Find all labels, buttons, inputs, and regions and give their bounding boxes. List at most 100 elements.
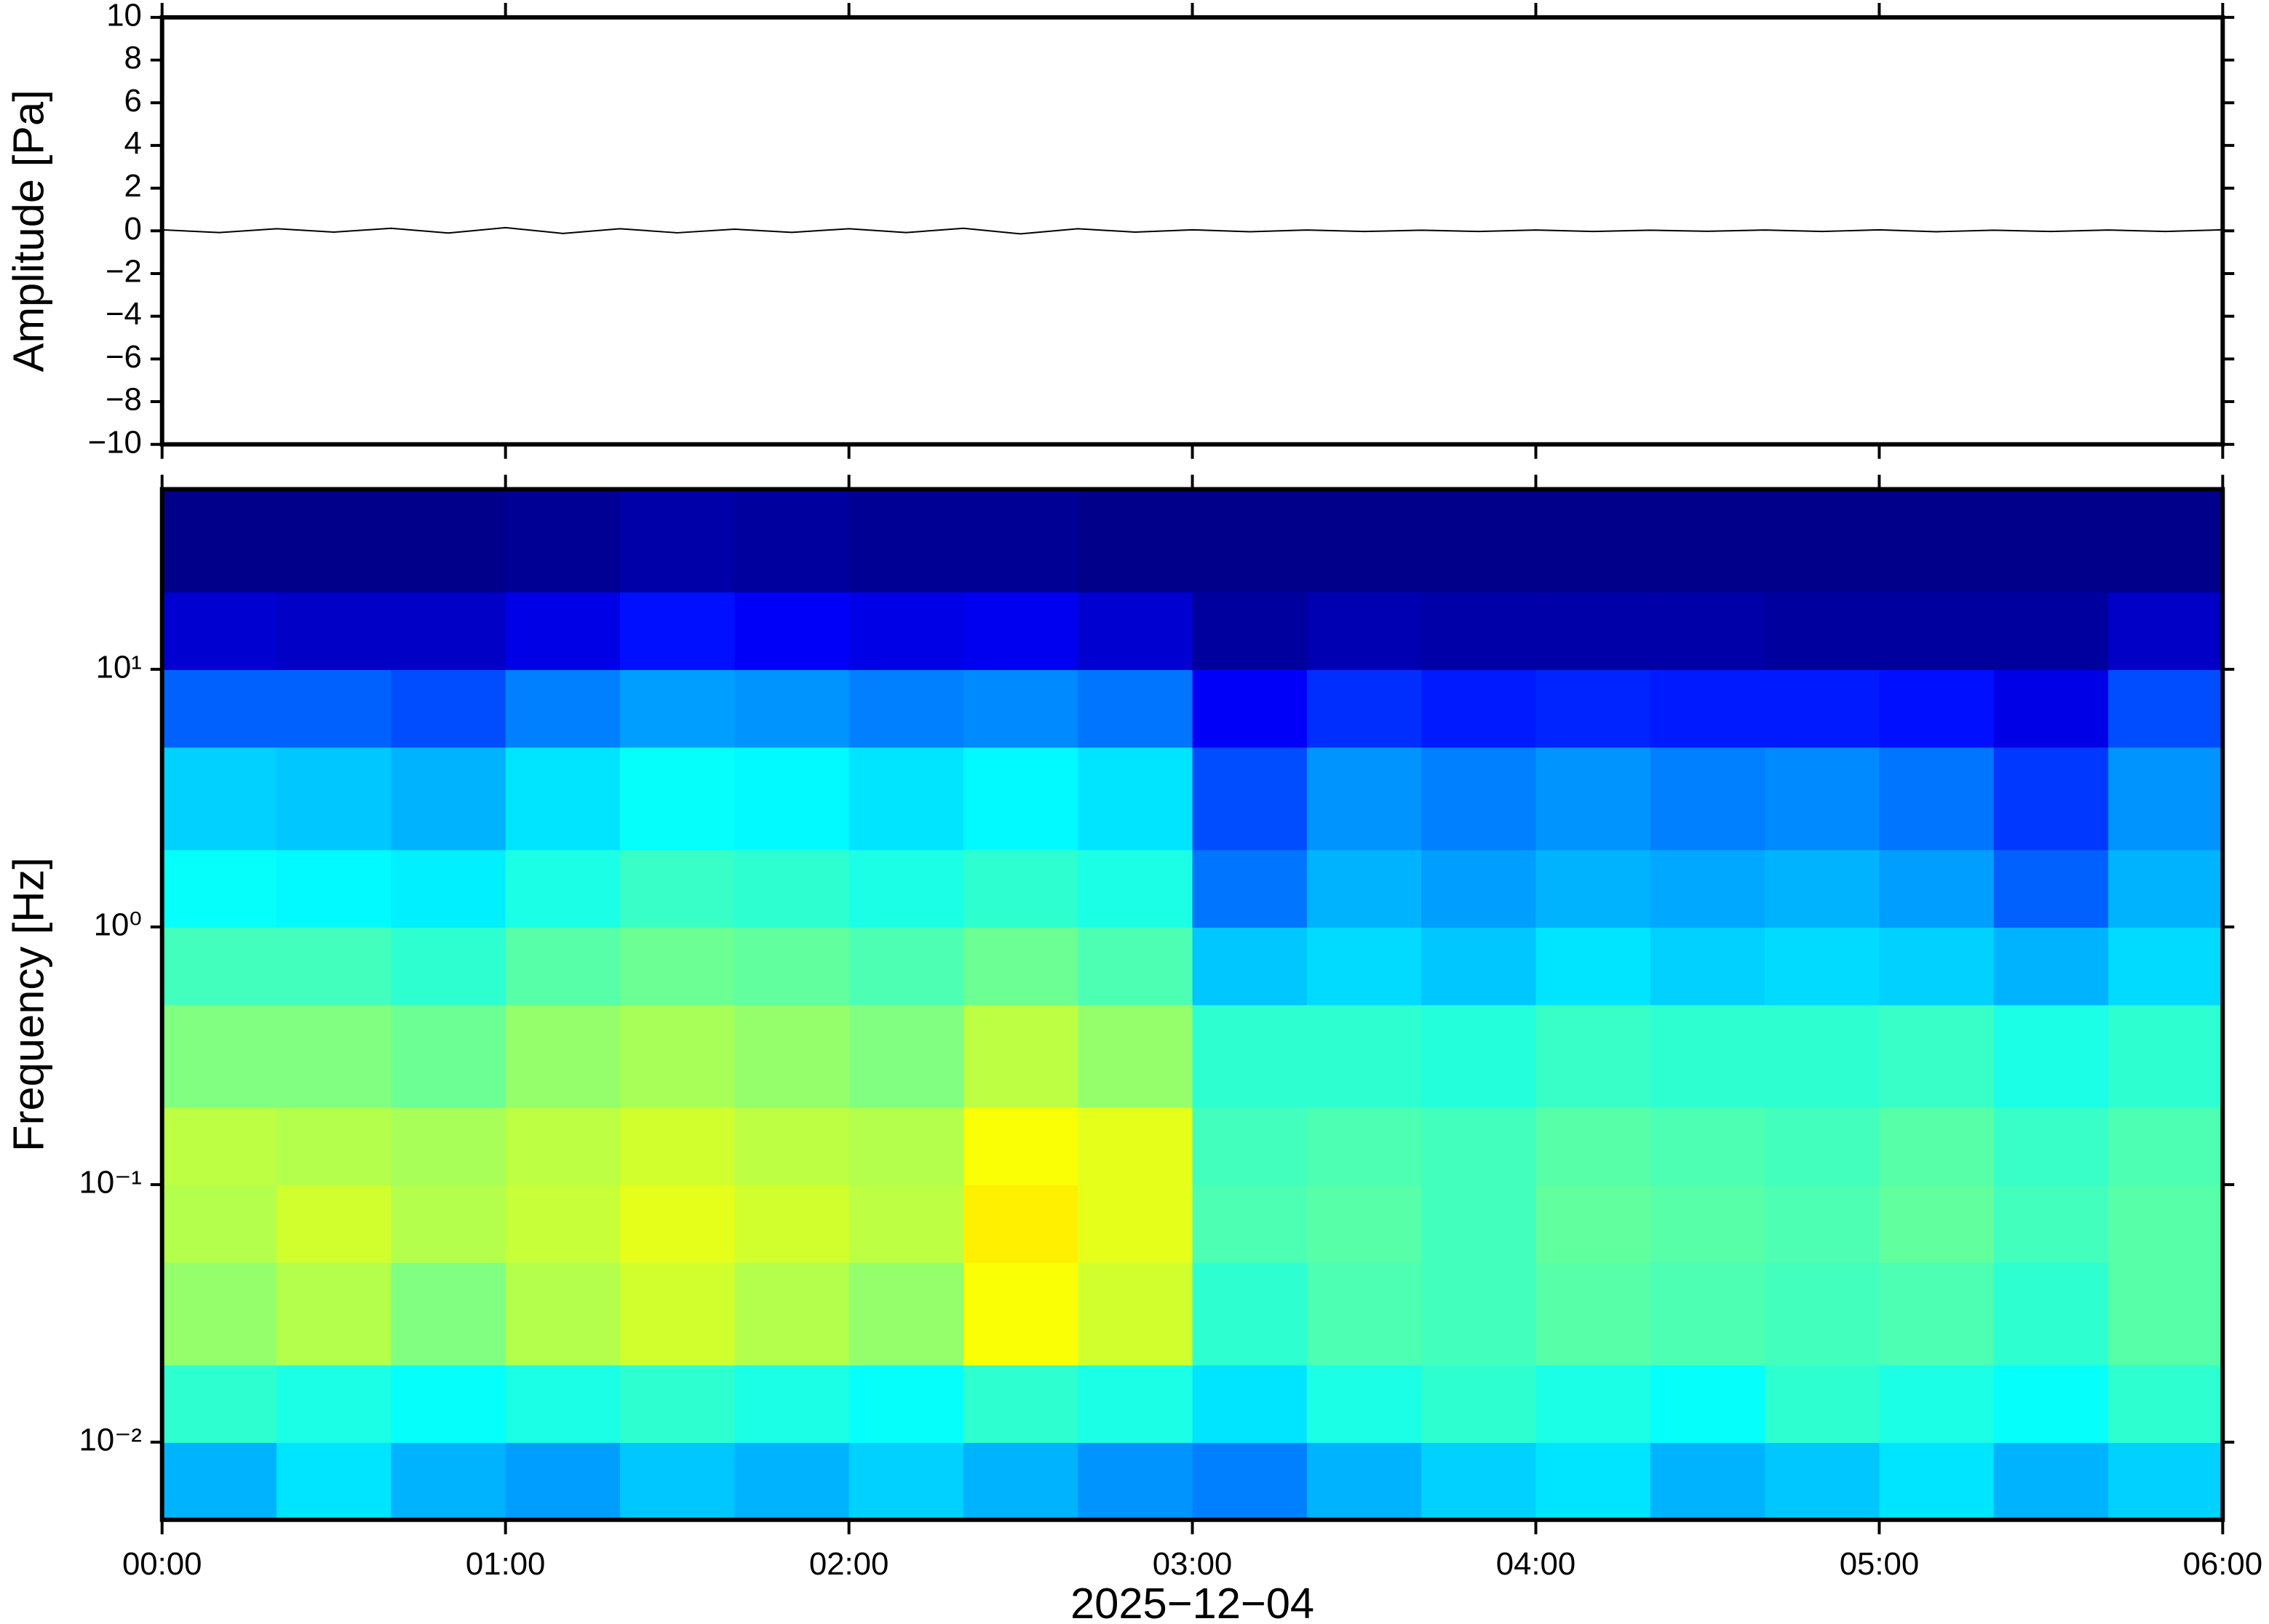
spectrogram-cell: [505, 592, 621, 670]
spectrogram-cell: [1765, 669, 1880, 748]
spectrogram-cell: [1535, 1004, 1651, 1108]
spectrogram-cell: [849, 1262, 964, 1366]
spectrogram-cell: [963, 926, 1079, 1006]
spectrogram-cell: [734, 849, 850, 928]
spectrogram-cell: [505, 1107, 621, 1186]
spectrogram-cell: [2108, 1364, 2224, 1444]
spectrogram-cell: [1650, 1185, 1766, 1263]
spectrogram-cell: [849, 1442, 964, 1521]
spectrogram-cell: [1078, 1262, 1193, 1366]
spectrogram-cell: [963, 669, 1079, 748]
spectrogram-cell: [1535, 489, 1651, 593]
spectrogram-cell: [734, 1364, 850, 1444]
spectrogram-cell: [1879, 1262, 1995, 1366]
spectrogram-cell: [1993, 592, 2110, 670]
spectrogram-cell: [1993, 926, 2110, 1006]
spectrogram-cell: [1306, 1185, 1423, 1263]
spectrogram-cell: [849, 1364, 964, 1444]
spectrogram-cell: [1306, 1107, 1423, 1186]
spectrogram-cell: [277, 1442, 392, 1521]
spectrogram-cell: [1306, 849, 1423, 928]
spectrogram-cell: [1650, 1004, 1766, 1108]
spectrogram-cell: [1192, 1004, 1308, 1108]
y-tick-label: 10¹: [96, 649, 142, 685]
spectrogram-cell: [1421, 747, 1537, 851]
spectrogram-cell: [391, 1364, 506, 1444]
spectrogram-cell: [2108, 1004, 2224, 1108]
spectrogram-cell: [963, 1262, 1079, 1366]
spectrogram-cell: [1535, 926, 1651, 1006]
spectrogram-cell: [619, 1442, 736, 1521]
spectrogram-cell: [2108, 1262, 2224, 1366]
spectrogram-cell: [391, 1107, 506, 1186]
spectrogram-cell: [505, 669, 621, 748]
spectrogram-cell: [1993, 1004, 2110, 1108]
spectrogram-cell: [505, 1364, 621, 1444]
spectrogram-cell: [1765, 1185, 1880, 1263]
spectrogram-cell: [1306, 1442, 1423, 1521]
spectrogram-cell: [1765, 1262, 1880, 1366]
spectrogram-cell: [1650, 669, 1766, 748]
spectrogram-cell: [1078, 747, 1193, 851]
y-tick-label: −6: [106, 339, 142, 375]
spectrogram-cell: [1306, 1004, 1423, 1108]
spectrogram-cell: [963, 1364, 1079, 1444]
spectrogram-cell: [619, 489, 736, 593]
y-tick-label: 10⁻²: [79, 1422, 142, 1458]
spectrogram-cell: [1879, 489, 1995, 593]
x-tick-label: 05:00: [1840, 1546, 1919, 1582]
y-tick-label: −2: [106, 254, 142, 290]
spectrogram-cell: [1421, 1364, 1537, 1444]
spectrogram-cell: [849, 1107, 964, 1186]
spectrogram-cell: [2108, 489, 2224, 593]
spectrogram-cell: [619, 1107, 736, 1186]
x-tick-label: 03:00: [1153, 1546, 1232, 1582]
spectrogram-cell: [162, 1262, 278, 1366]
y-tick-label: 6: [124, 83, 142, 119]
y-tick-label: 0: [124, 211, 142, 247]
spectrogram-cell: [1535, 1364, 1651, 1444]
spectrogram-cell: [849, 849, 964, 928]
x-tick-label: 04:00: [1496, 1546, 1575, 1582]
spectrogram-cell: [619, 747, 736, 851]
spectrogram-cell: [505, 1004, 621, 1108]
spectrogram-cell: [963, 1107, 1079, 1186]
spectrogram-cell: [1192, 669, 1308, 748]
spectrogram-cell: [1192, 592, 1308, 670]
spectrogram-cell: [391, 1004, 506, 1108]
spectrogram-cell: [162, 747, 278, 851]
spectrogram-cell: [1993, 1185, 2110, 1263]
spectrogram-cell: [277, 1262, 392, 1366]
spectrogram-cell: [1192, 489, 1308, 593]
spectrogram-cell: [277, 592, 392, 670]
spectrogram-cell: [277, 926, 392, 1006]
spectrogram-cell: [1765, 592, 1880, 670]
spectrogram-cell: [2108, 849, 2224, 928]
spectrogram-cell: [505, 849, 621, 928]
spectrogram-cell: [1078, 1004, 1193, 1108]
spectrogram-cell: [619, 592, 736, 670]
spectrogram-cell: [1192, 849, 1308, 928]
spectrogram-cell: [1765, 849, 1880, 928]
spectrogram-cell: [1192, 1442, 1308, 1521]
spectrogram-cell: [1078, 669, 1193, 748]
spectrogram-cell: [277, 669, 392, 748]
spectrogram-cell: [162, 592, 278, 670]
spectrogram-cell: [963, 1185, 1079, 1263]
spectrogram-cell: [1306, 747, 1423, 851]
y-axis-label: Frequency [Hz]: [4, 857, 53, 1152]
spectrogram-cell: [505, 1262, 621, 1366]
spectrogram-cell: [1879, 1442, 1995, 1521]
spectrogram-cell: [277, 747, 392, 851]
x-tick-label: 02:00: [809, 1546, 889, 1582]
spectrogram-cell: [1421, 1262, 1537, 1366]
spectrogram-cell: [1421, 1004, 1537, 1108]
spectrogram-cell: [162, 1442, 278, 1521]
spectrogram-cell: [1765, 926, 1880, 1006]
y-tick-label: 4: [124, 125, 142, 161]
spectrogram-cell: [277, 849, 392, 928]
spectrogram-cell: [1765, 489, 1880, 593]
spectrogram-cell: [1879, 849, 1995, 928]
spectrogram-cell: [505, 1185, 621, 1263]
